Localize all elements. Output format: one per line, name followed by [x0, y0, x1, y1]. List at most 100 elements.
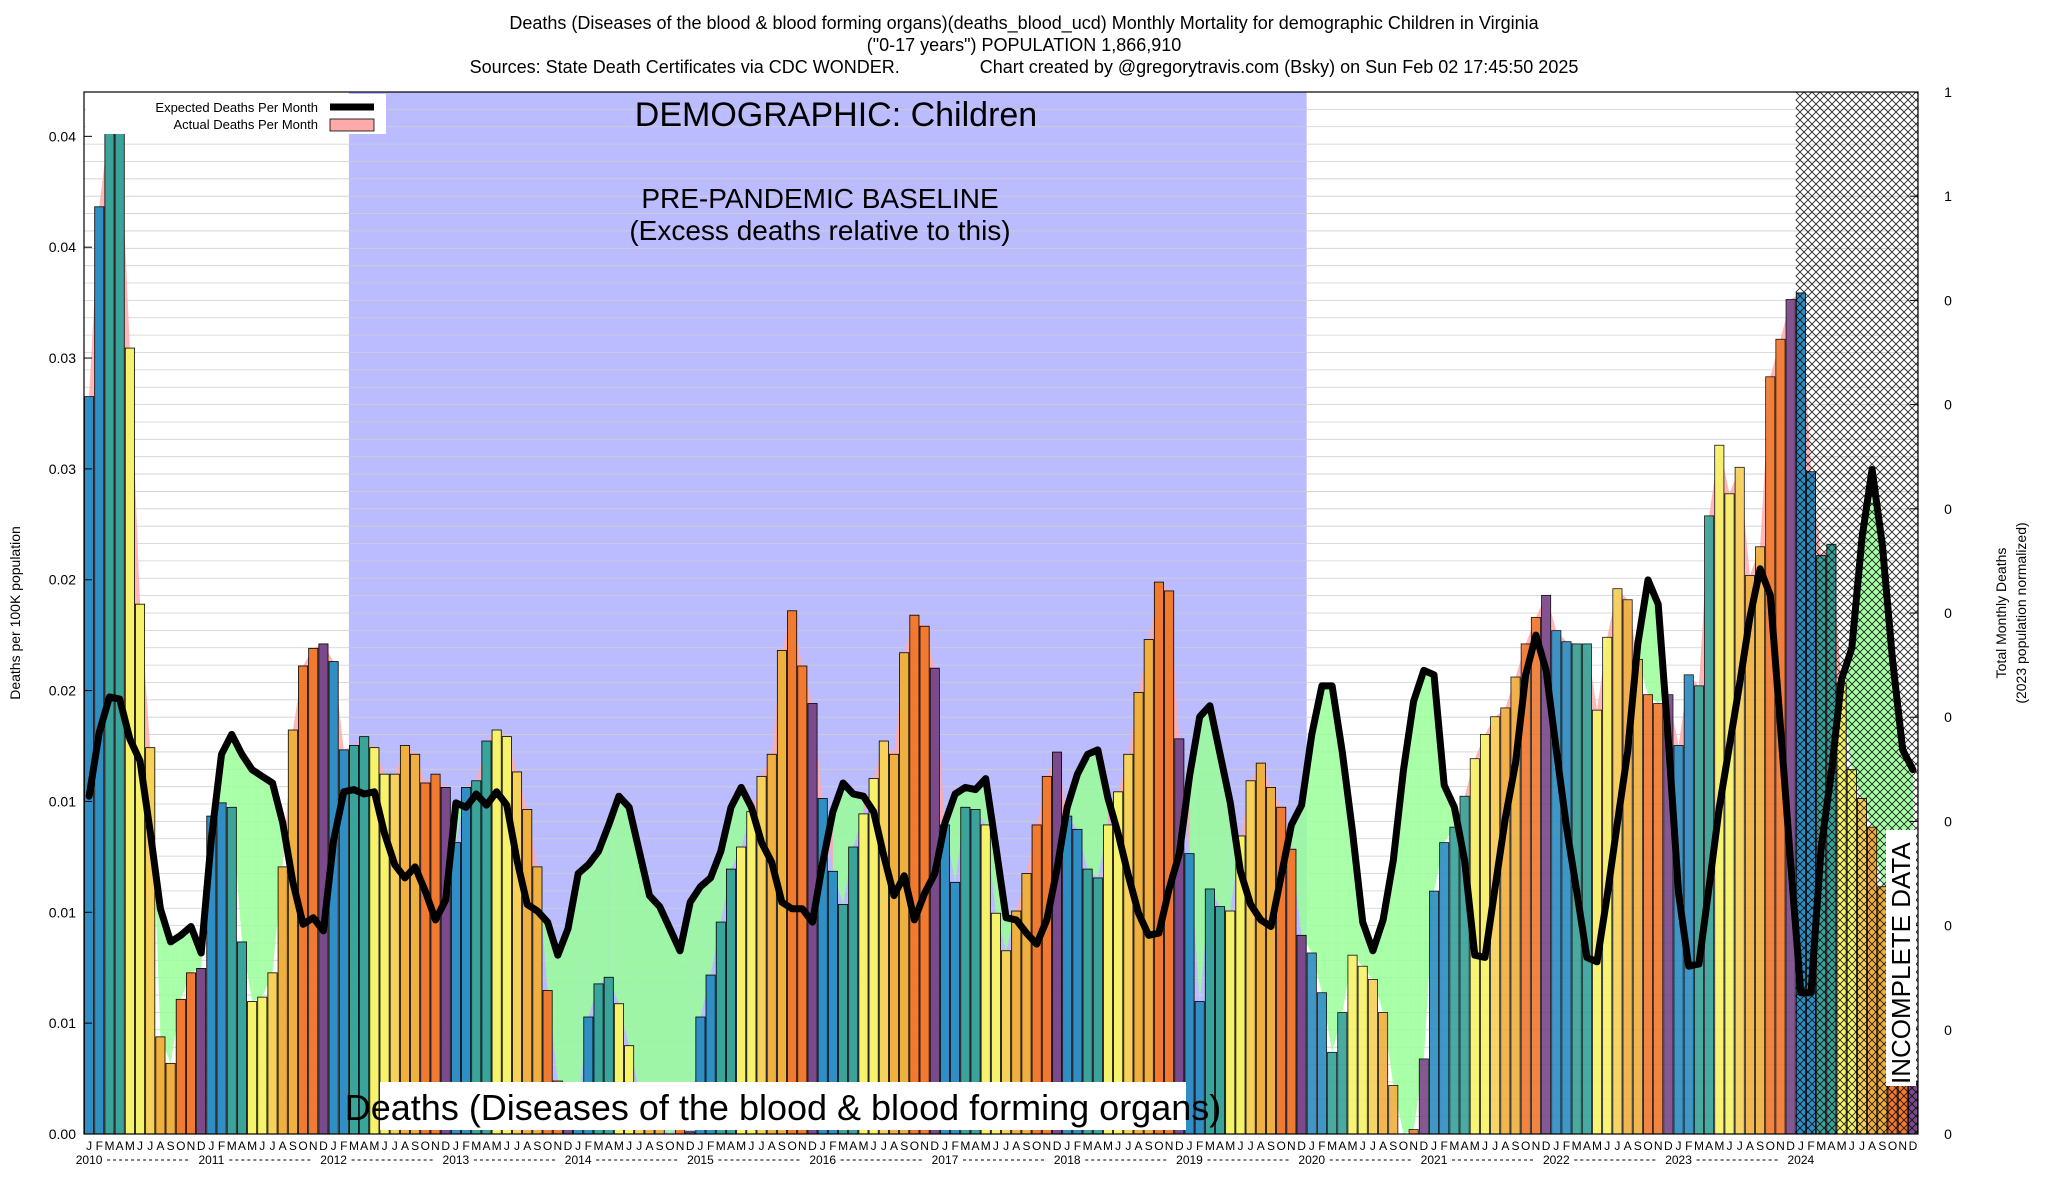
x-month-tick-label: S — [1634, 1139, 1642, 1153]
x-year-tick-label: 2015 — [687, 1153, 714, 1167]
x-month-tick-label: A — [768, 1139, 776, 1153]
actual-bar — [1755, 546, 1766, 1135]
x-month-tick-label: J — [748, 1139, 754, 1153]
actual-bar — [1164, 590, 1175, 1135]
x-month-tick-label: M — [1225, 1139, 1235, 1153]
x-month-tick-label: J — [1125, 1139, 1131, 1153]
x-month-tick-label: S — [1756, 1139, 1764, 1153]
x-month-tick-label: M — [1327, 1139, 1337, 1153]
x-month-tick-label: A — [116, 1139, 124, 1153]
x-month-tick-label: A — [156, 1139, 164, 1153]
actual-bar — [1785, 299, 1796, 1135]
x-month-tick-label: N — [1898, 1139, 1907, 1153]
x-month-tick-label: N — [1776, 1139, 1785, 1153]
actual-bar — [1408, 1129, 1419, 1135]
x-month-tick-label: J — [208, 1139, 214, 1153]
x-month-tick-label: M — [838, 1139, 848, 1153]
actual-bar — [135, 603, 146, 1135]
x-year-tick-label: 2016 — [809, 1153, 836, 1167]
x-month-tick-label: A — [1012, 1139, 1020, 1153]
x-month-tick-label: D — [930, 1139, 939, 1153]
x-month-tick-label: F — [707, 1139, 714, 1153]
excess-area-segment — [649, 895, 660, 1128]
x-month-tick-label: J — [1360, 1139, 1366, 1153]
excess-area-segment — [618, 796, 630, 1046]
x-month-tick-label: N — [1287, 1139, 1296, 1153]
x-month-tick-label: O — [665, 1139, 674, 1153]
actual-bar — [1388, 1085, 1399, 1135]
actual-bar — [1174, 738, 1185, 1135]
x-month-tick-label: J — [575, 1139, 581, 1153]
excess-area-segment — [680, 902, 691, 1132]
x-month-tick-label: S — [289, 1139, 297, 1153]
x-month-tick-label: M — [594, 1139, 604, 1153]
actual-bar — [430, 773, 441, 1135]
excess-area-segment — [557, 928, 568, 1108]
y-left-tick-label: 0.01 — [49, 793, 76, 809]
y-right-tick-label: 0 — [1944, 501, 1952, 517]
actual-bar — [1327, 1051, 1338, 1135]
actual-bar — [1052, 751, 1063, 1135]
x-month-tick-label: S — [1878, 1139, 1886, 1153]
x-month-tick-label: A — [401, 1139, 409, 1153]
x-month-tick-label: N — [1409, 1139, 1418, 1153]
x-month-tick-label: N — [1654, 1139, 1663, 1153]
excess-area-segment — [1199, 705, 1210, 1002]
y-left-tick-label: 0.04 — [49, 239, 76, 255]
y-right-tick-label: 0 — [1944, 292, 1952, 308]
x-month-tick-label: O — [1032, 1139, 1041, 1153]
x-month-tick-label: A — [1705, 1139, 1713, 1153]
y-right-tick-label: 0 — [1944, 605, 1952, 621]
x-month-tick-label: F — [1074, 1139, 1081, 1153]
actual-bar — [185, 972, 196, 1135]
actual-bar — [216, 802, 227, 1135]
actual-bar — [277, 866, 288, 1135]
baseline-annotation-line2: (Excess deaths relative to this) — [629, 215, 1010, 246]
excess-area-segment — [578, 864, 589, 1104]
x-year-tick-label: 2010 — [76, 1153, 103, 1167]
x-year-tick-label: 2020 — [1298, 1153, 1325, 1167]
x-month-tick-label: M — [471, 1139, 481, 1153]
actual-bar — [420, 782, 431, 1135]
x-month-tick-label: J — [820, 1139, 826, 1153]
x-month-tick-label: F — [585, 1139, 592, 1153]
x-month-tick-label: N — [187, 1139, 196, 1153]
actual-bar — [399, 745, 410, 1135]
x-month-tick-label: D — [1053, 1139, 1062, 1153]
chart-title-block: Deaths (Diseases of the blood & blood fo… — [0, 12, 2048, 78]
x-month-tick-label: M — [1816, 1139, 1826, 1153]
x-month-tick-label: J — [331, 1139, 337, 1153]
x-month-tick-label: D — [686, 1139, 695, 1153]
x-month-tick-label: J — [881, 1139, 887, 1153]
x-month-tick-label: J — [1859, 1139, 1865, 1153]
excess-area-segment — [588, 851, 599, 1017]
x-month-tick-label: A — [1583, 1139, 1591, 1153]
x-month-tick-label: M — [349, 1139, 359, 1153]
actual-bar — [1316, 992, 1327, 1135]
baseline-annotation-line1: PRE-PANDEMIC BASELINE — [641, 183, 998, 214]
x-year-tick-label: 2023 — [1665, 1153, 1692, 1167]
x-month-tick-label: M — [369, 1139, 379, 1153]
x-month-tick-label: A — [238, 1139, 246, 1153]
excess-area-segment — [170, 935, 181, 1064]
x-month-tick-label: J — [137, 1139, 143, 1153]
actual-bar — [1255, 762, 1266, 1135]
actual-bar — [236, 941, 247, 1135]
excess-area-segment — [1403, 701, 1414, 1134]
actual-bar — [1693, 685, 1704, 1135]
excess-area-segment — [567, 873, 579, 1108]
x-month-tick-label: O — [1277, 1139, 1286, 1153]
x-month-tick-label: F — [340, 1139, 347, 1153]
x-year-tick-label: 2011 — [198, 1153, 224, 1167]
x-month-tick-label: M — [492, 1139, 502, 1153]
actual-bar — [1357, 965, 1368, 1135]
actual-bar — [287, 729, 298, 1135]
excess-area-segment — [710, 851, 721, 976]
x-month-tick-label: D — [1420, 1139, 1429, 1153]
x-year-tick-label: 2013 — [443, 1153, 470, 1167]
cause-annotation: Deaths (Diseases of the blood & blood fo… — [345, 1087, 1221, 1128]
actual-bar — [1418, 1058, 1429, 1135]
x-month-tick-label: O — [1888, 1139, 1897, 1153]
x-month-tick-label: S — [167, 1139, 175, 1153]
cause-banner-bg — [380, 1082, 1186, 1130]
